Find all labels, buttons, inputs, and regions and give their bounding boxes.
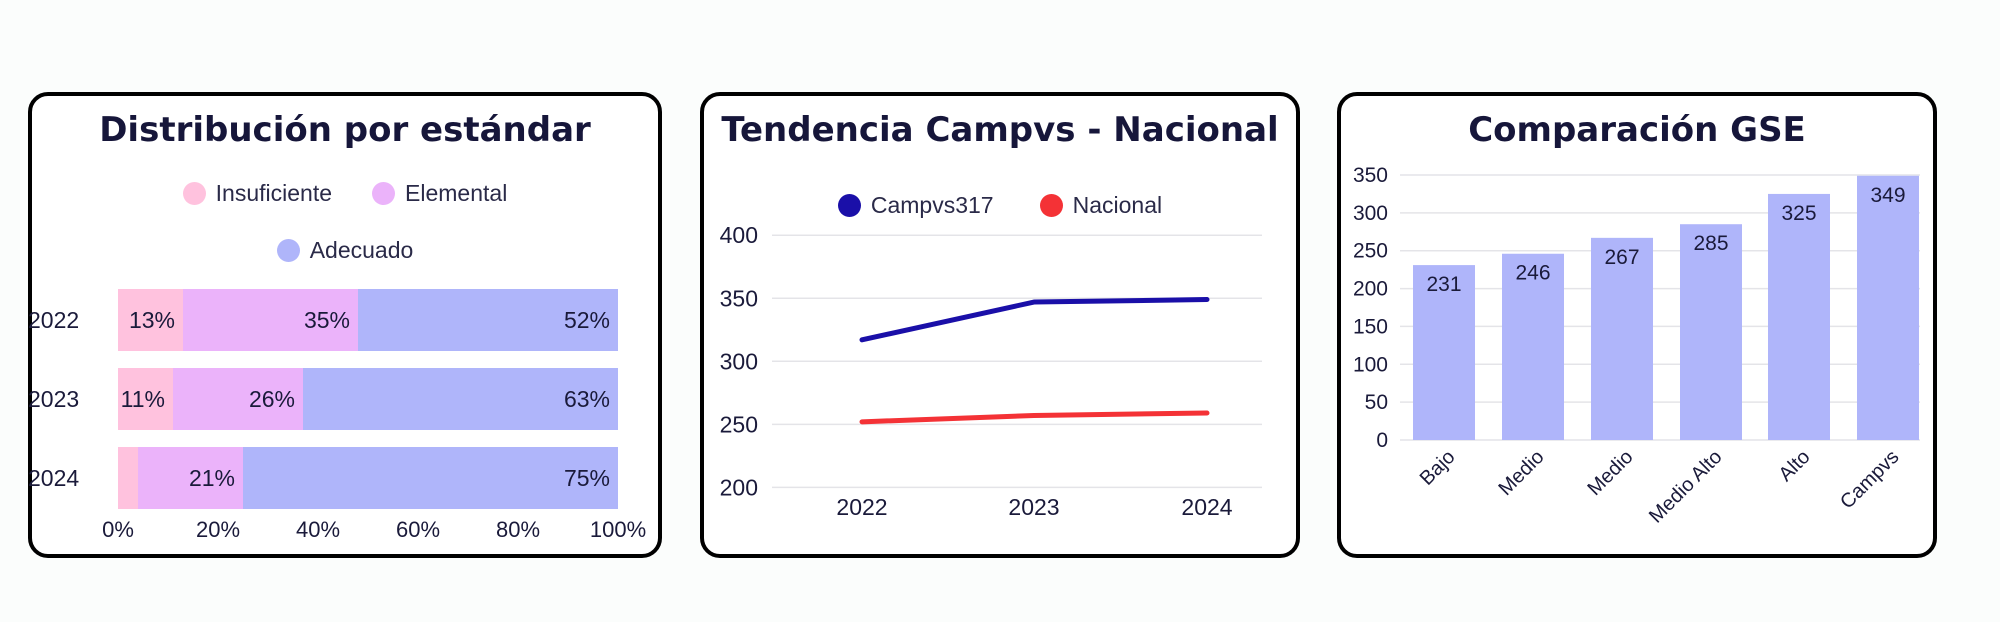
legend-label-adecuado: Adecuado [309,237,414,263]
legend-label-elemental: Elemental [405,180,508,206]
data-label: 63% [564,386,610,412]
x-tick-label: Medio [1583,446,1637,500]
bar-segment [138,447,243,509]
legend-label-nacional: Nacional [1072,192,1163,218]
data-label: 285 [1693,232,1728,255]
legend-item-adecuado: Adecuado [276,237,414,264]
bar-segment [173,368,303,430]
data-label: 21% [189,465,235,491]
y-tick-label: 200 [720,474,758,500]
gse-bar [1768,193,1830,440]
bar-segment [118,289,183,351]
data-label: 246 [1515,262,1550,285]
data-label: 349 [1870,184,1905,207]
gse-title: Comparación GSE [1468,110,1806,150]
distribution-legend-row-2: Adecuado [32,237,658,264]
data-label: 267 [1604,246,1639,269]
y-tick-label: 0 [1376,429,1388,452]
data-label: 52% [564,307,610,333]
data-label: 35% [304,307,350,333]
x-tick-label: Campvs [1836,446,1903,513]
x-tick-label: 80% [496,517,540,542]
x-tick-label: 40% [296,517,340,542]
y-tick-label: 50 [1365,391,1388,414]
x-tick-label: 20% [196,517,240,542]
legend-item-campvs: Campvs317 [837,192,994,219]
data-label: 231 [1426,273,1461,296]
gse-bar [1413,265,1475,440]
y-tick-label: 2022 [28,307,79,333]
legend-swatch-campvs [837,194,861,217]
legend-item-nacional: Nacional [1039,192,1163,219]
bar-segment [358,289,618,351]
x-tick-label: 0% [102,517,134,542]
y-tick-label: 200 [1353,278,1388,301]
trend-legend: Campvs317 Nacional [704,192,1296,219]
series-line-campvs317 [859,297,1210,343]
y-tick-label: 2024 [28,465,79,491]
legend-swatch-adecuado [276,239,300,262]
gse-bar [1502,253,1564,440]
x-tick-label: 2024 [1181,494,1232,520]
y-tick-label: 350 [720,285,758,311]
legend-label-insuficiente: Insuficiente [215,180,333,206]
gse-bar [1591,237,1653,440]
legend-item-insuficiente: Insuficiente [182,180,333,207]
distribution-title: Distribución por estándar [99,110,591,150]
y-tick-label: 2023 [28,386,79,412]
legend-swatch-nacional [1039,194,1063,217]
data-label: 13% [129,307,175,333]
legend-swatch-insuficiente [182,182,206,205]
distribution-legend: Insuficiente Elemental [32,180,658,207]
x-tick-label: 100% [590,517,646,542]
y-tick-label: 250 [1353,240,1388,263]
series-line-nacional [859,410,1210,425]
y-tick-label: 300 [1353,202,1388,225]
gse-bar [1680,224,1742,440]
data-label: 325 [1781,202,1816,225]
trend-title: Tendencia Campvs - Nacional [721,110,1279,150]
y-tick-label: 300 [720,348,758,374]
bar-segment [118,368,173,430]
y-tick-label: 250 [720,411,758,437]
x-tick-label: Alto [1775,446,1815,486]
data-label: 11% [121,386,165,412]
data-label: 75% [564,465,610,491]
x-tick-label: Medio [1494,446,1548,500]
legend-item-elemental: Elemental [372,180,507,207]
legend-swatch-elemental [372,182,396,205]
legend-label-campvs: Campvs317 [870,192,994,218]
trend-panel: Tendencia Campvs - Nacional Campvs317 Na… [700,92,1300,558]
y-tick-label: 100 [1353,353,1388,376]
bar-segment [243,447,618,509]
x-tick-label: Bajo [1416,446,1460,490]
bar-segment [303,368,618,430]
x-tick-label: 2023 [1008,494,1059,520]
gse-bar [1857,175,1919,440]
y-tick-label: 150 [1353,315,1388,338]
bar-segment [118,447,138,509]
bar-segment [183,289,358,351]
x-tick-label: 2022 [836,494,887,520]
y-tick-label: 350 [1353,164,1388,187]
x-tick-label: 60% [396,517,440,542]
x-tick-label: Medio Alto [1645,446,1727,528]
y-tick-label: 400 [720,222,758,248]
data-label: 26% [249,386,295,412]
